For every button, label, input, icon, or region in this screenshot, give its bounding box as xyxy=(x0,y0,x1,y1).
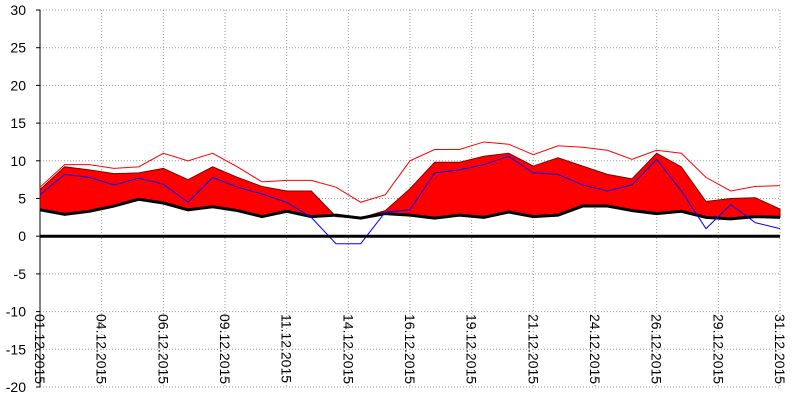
x-tick-label: 19.12.2015 xyxy=(464,314,480,384)
y-tick-label: 10 xyxy=(10,153,26,169)
y-tick-label: 25 xyxy=(10,40,26,56)
series-line xyxy=(39,197,781,221)
x-tick-label: 11.12.2015 xyxy=(279,314,295,383)
x-tick-label: 09.12.2015 xyxy=(217,314,233,384)
x-tick-label: 24.12.2015 xyxy=(587,314,603,384)
y-tick-label: 20 xyxy=(10,77,26,93)
y-tick-label: -5 xyxy=(14,266,27,282)
y-tick-label: 30 xyxy=(10,2,26,18)
y-tick-label: -10 xyxy=(6,304,26,320)
y-tick-label: -15 xyxy=(6,341,26,357)
y-tick-label: 15 xyxy=(10,115,26,131)
x-tick-label: 14.12.2015 xyxy=(340,314,356,384)
x-tick-label: 31.12.2015 xyxy=(772,314,788,384)
series-line xyxy=(39,141,781,203)
x-tick-label: 29.12.2015 xyxy=(710,314,726,384)
x-tick-label: 04.12.2015 xyxy=(94,314,110,384)
y-tick-label: -20 xyxy=(6,379,26,395)
x-tick-label: 26.12.2015 xyxy=(649,314,665,384)
x-tick-label: 01.12.2015 xyxy=(32,314,48,384)
series-line xyxy=(39,155,781,245)
y-tick-label: 0 xyxy=(18,228,26,244)
y-tick-label: 5 xyxy=(18,191,26,207)
x-tick-label: 06.12.2015 xyxy=(155,314,171,384)
x-tick-label: 16.12.2015 xyxy=(402,314,418,384)
x-tick-label: 21.12.2015 xyxy=(525,314,541,384)
